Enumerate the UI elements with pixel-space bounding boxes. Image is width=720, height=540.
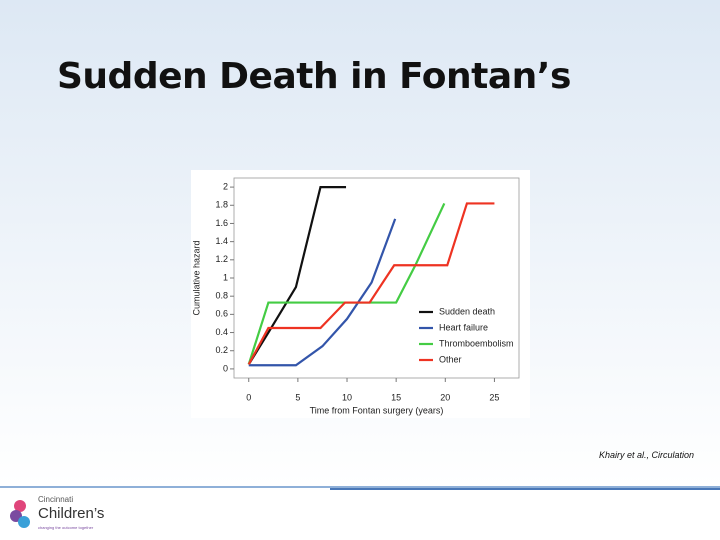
chart-background (191, 170, 530, 418)
series-line (248, 218, 397, 367)
logo-tagline: changing the outcome together (38, 525, 94, 530)
legend-label: Thromboembolism (439, 338, 514, 348)
y-tick-label: 1 (223, 272, 228, 282)
series-line (247, 185, 347, 365)
y-tick-label: 0.4 (215, 327, 228, 337)
y-tick-label: 2 (223, 181, 228, 191)
x-tick-label: 5 (295, 392, 300, 402)
citation: Khairy et al., Circulation (599, 450, 695, 460)
legend-label: Sudden death (439, 306, 495, 316)
slide-title: Sudden Death in Fontan’s (57, 56, 571, 97)
x-axis-label: Time from Fontan surgery (years) (310, 405, 444, 415)
y-axis-label: Cumulative hazard (191, 240, 201, 315)
y-tick-label: 1.2 (215, 254, 228, 264)
series-line (247, 202, 495, 365)
logo-text: Children’s (38, 505, 104, 522)
logo-text: Cincinnati (38, 495, 73, 504)
legend-label: Heart failure (439, 322, 488, 332)
series-line (247, 202, 446, 365)
legend-label: Other (439, 354, 462, 364)
logo-mark (18, 516, 30, 528)
x-tick-label: 0 (246, 392, 251, 402)
logo: Cincinnati Children’s changing the outco… (10, 495, 104, 530)
x-tick-label: 20 (440, 392, 450, 402)
logo-mark (14, 500, 26, 512)
y-tick-label: 1.4 (215, 236, 228, 246)
y-tick-label: 0.2 (215, 345, 228, 355)
y-tick-label: 0 (223, 363, 228, 373)
x-tick-label: 25 (489, 392, 499, 402)
y-tick-label: 0.6 (215, 309, 228, 319)
x-tick-label: 15 (391, 392, 401, 402)
y-tick-label: 0.8 (215, 291, 228, 301)
y-tick-label: 1.8 (215, 200, 228, 210)
y-tick-label: 1.6 (215, 218, 228, 228)
x-tick-label: 10 (342, 392, 352, 402)
